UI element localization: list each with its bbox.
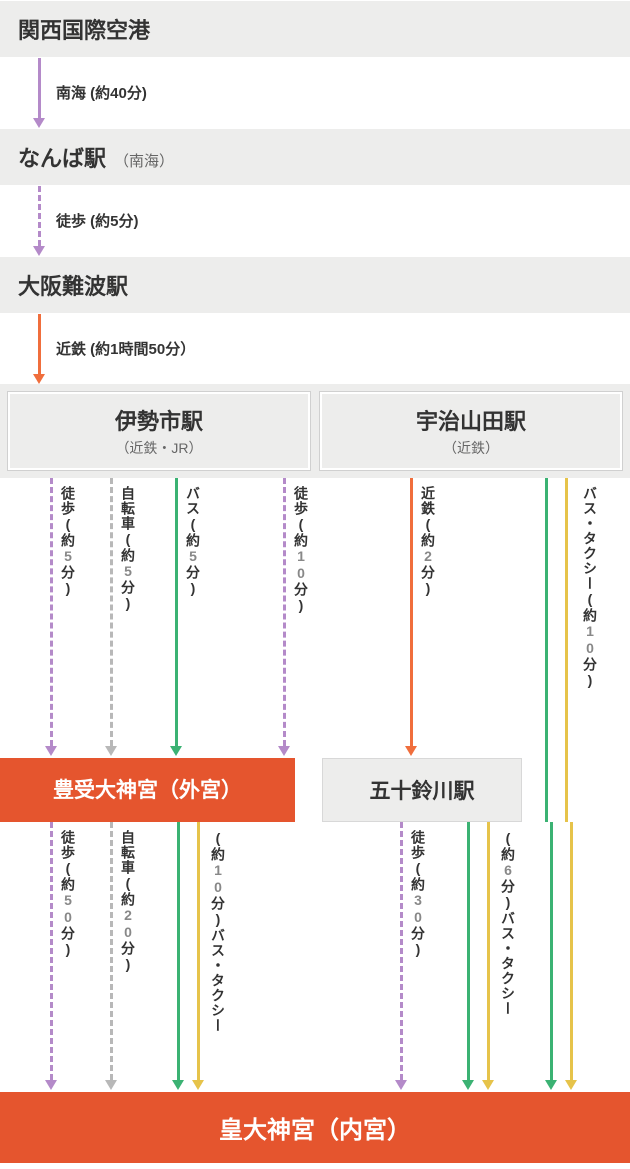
- arrow-label: 徒歩(約5分): [58, 486, 78, 597]
- route-arrow: [405, 478, 417, 758]
- arrow-1: [34, 58, 44, 128]
- route-arrow: [545, 822, 557, 1092]
- arrow-label: 近鉄(約2分): [418, 486, 438, 597]
- connector-1: 南海 (約40分): [0, 58, 630, 128]
- arrow-label: 徒歩(約10分): [291, 486, 311, 614]
- route-arrow: [105, 478, 117, 758]
- arrow-label: (約10分)バス・タクシー: [208, 830, 228, 1033]
- station-2-name: なんば駅: [18, 141, 106, 173]
- arrow-label: 自転車(約20分): [118, 830, 138, 973]
- arrows-section-1: 徒歩(約5分) 自転車(約5分) バス(約5分) 徒歩(約10分) 近鉄(約2分) バス・…: [0, 478, 630, 758]
- route-arrow: [278, 478, 290, 758]
- destinations-1: 豊受大神宮（外宮） 五十鈴川駅: [0, 758, 630, 822]
- route-arrow: [395, 822, 407, 1092]
- route-arrow: [545, 478, 548, 758]
- connector-3-label: 近鉄 (約1時間50分）: [56, 338, 195, 359]
- arrow-2: [34, 186, 44, 256]
- split-right: 宇治山田駅 （近鉄）: [320, 392, 622, 470]
- split-left: 伊勢市駅 （近鉄・JR）: [8, 392, 310, 470]
- station-2: なんば駅 （南海）: [0, 128, 630, 186]
- route-arrow: [45, 478, 57, 758]
- connector-1-label: 南海 (約40分): [56, 82, 147, 103]
- arrow-label: 自転車(約5分): [118, 486, 138, 612]
- split-stations: 伊勢市駅 （近鉄・JR） 宇治山田駅 （近鉄）: [0, 392, 630, 478]
- route-arrow: [45, 822, 57, 1092]
- route-arrow: [565, 822, 577, 1092]
- station-1-name: 関西国際空港: [18, 13, 150, 45]
- arrow-3: [34, 314, 44, 384]
- station-3-name: 大阪難波駅: [18, 269, 128, 301]
- route-arrow: [170, 478, 182, 758]
- connector-2: 徒歩 (約5分): [0, 186, 630, 256]
- dest-isuzugawa: 五十鈴川駅: [322, 758, 522, 822]
- arrows-section-2: 徒歩(約50分) 自転車(約20分) (約10分)バス・タクシー 徒歩(約30分) (約…: [0, 822, 630, 1092]
- arrow-label: 徒歩(約50分): [58, 830, 78, 958]
- split-left-sub: （近鉄・JR）: [14, 438, 304, 458]
- route-arrow: [482, 822, 494, 1092]
- route-arrow: [192, 822, 204, 1092]
- split-right-name: 宇治山田駅: [326, 404, 616, 436]
- station-1: 関西国際空港: [0, 0, 630, 58]
- connector-2-label: 徒歩 (約5分): [56, 210, 139, 231]
- connector-3: 近鉄 (約1時間50分）: [0, 314, 630, 384]
- route-arrow: [172, 822, 184, 1092]
- split-left-name: 伊勢市駅: [14, 404, 304, 436]
- station-2-sub: （南海）: [114, 150, 174, 171]
- route-arrow: [105, 822, 117, 1092]
- arrow-label: バス・タクシー(約10分): [580, 486, 600, 689]
- route-arrow: [462, 822, 474, 1092]
- dest-naiku: 皇大神宮（内宮）: [0, 1092, 630, 1163]
- station-3: 大阪難波駅: [0, 256, 630, 314]
- split-right-sub: （近鉄）: [326, 438, 616, 458]
- arrow-label: (約6分)バス・タクシー: [498, 830, 518, 1016]
- route-arrow: [565, 478, 568, 758]
- arrow-label: バス(約5分): [183, 486, 203, 597]
- arrow-label: 徒歩(約30分): [408, 830, 428, 958]
- dest-geku: 豊受大神宮（外宮）: [0, 758, 295, 822]
